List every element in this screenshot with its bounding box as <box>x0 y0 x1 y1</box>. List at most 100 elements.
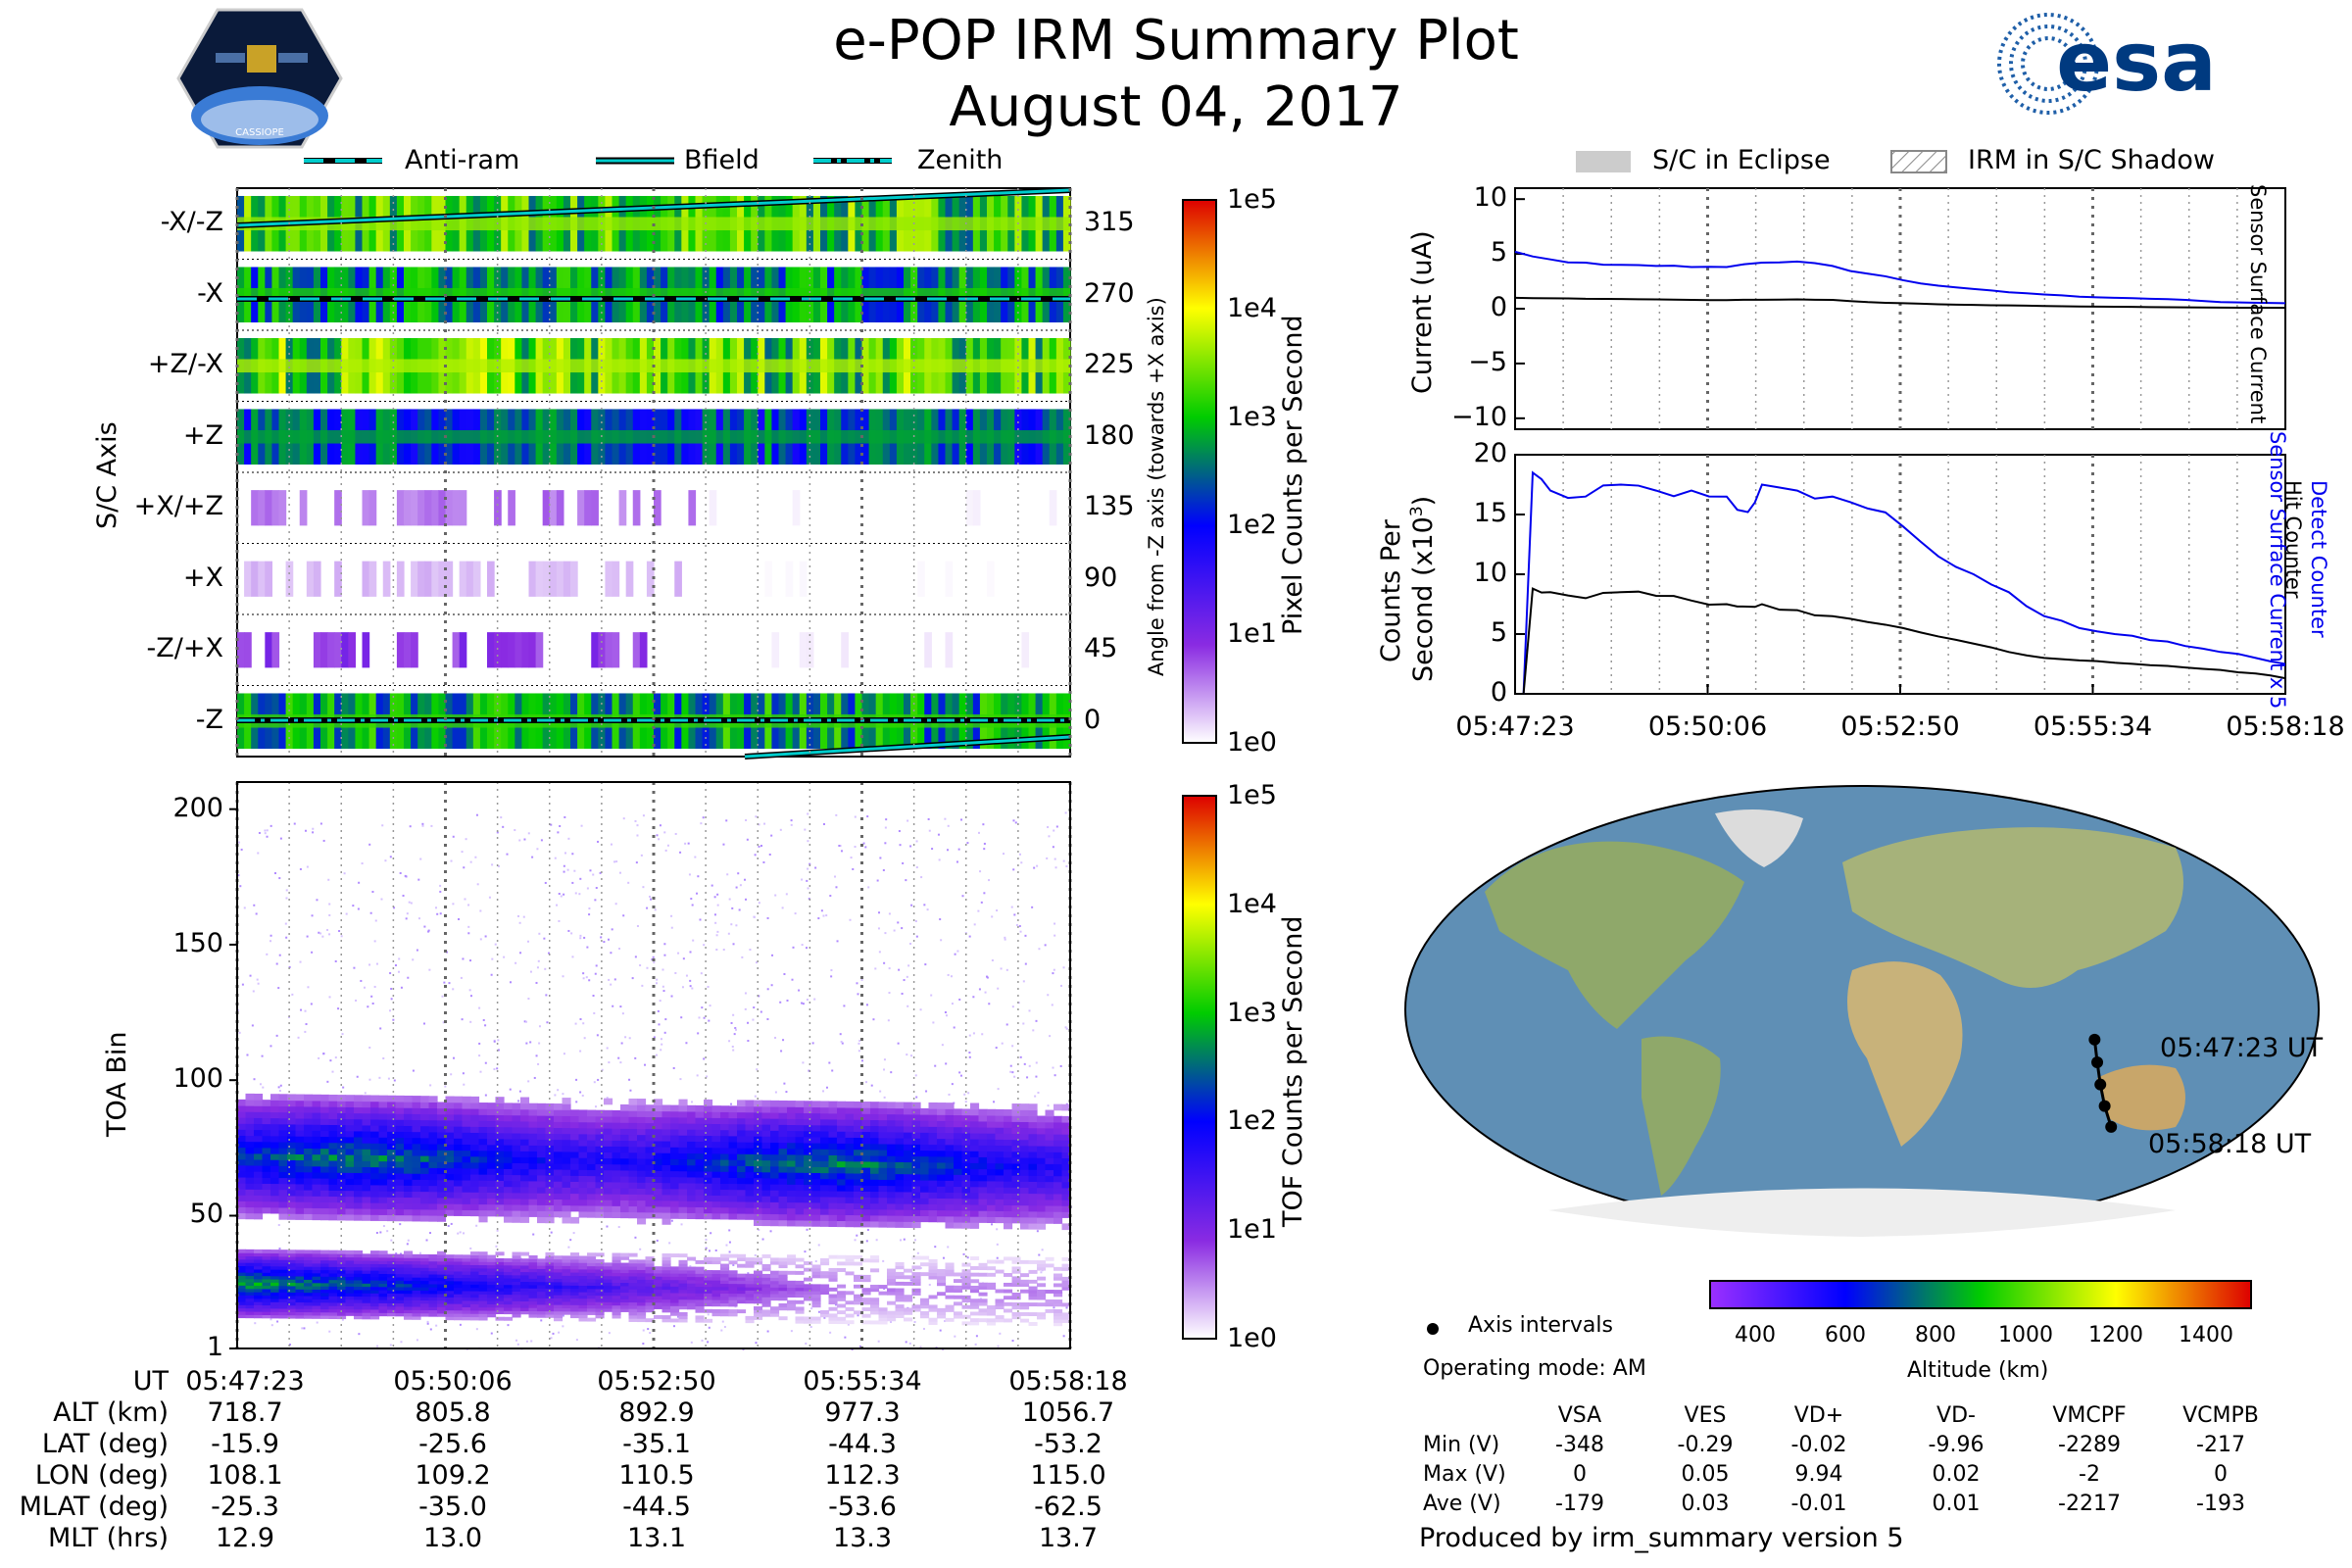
tof-speckle-353 <box>390 1239 393 1242</box>
tof-cell-0-24-14 <box>437 1131 447 1139</box>
tof-cell-1-19-8 <box>395 1290 405 1295</box>
tof-cell-0-46-11 <box>620 1152 630 1159</box>
tof-cell-0-95-1 <box>1028 1216 1038 1224</box>
tof-cell-1-15-5 <box>362 1298 371 1303</box>
tof-speckle-953 <box>642 814 645 817</box>
tof-cell-0-81-6 <box>911 1185 921 1193</box>
tof-speckle-785 <box>278 877 281 880</box>
tof-cell-1-38-7 <box>554 1295 564 1298</box>
tof-cell-0-28-15 <box>470 1126 480 1133</box>
tof-cell-1-4-2 <box>270 1307 280 1312</box>
tof-cell-0-25-11 <box>445 1150 455 1156</box>
tof-cell-1-5-20 <box>278 1250 288 1254</box>
tof-cell-0-24-1 <box>437 1209 447 1216</box>
tof-speckle-1381 <box>256 978 259 981</box>
tof-speckle-528 <box>647 1328 650 1331</box>
tof-speckle-548 <box>830 975 833 978</box>
tof-speckle-249 <box>691 1101 694 1103</box>
tof-cell-1-27-7 <box>462 1294 471 1298</box>
tof-cell-0-43-17 <box>595 1115 605 1123</box>
tof-cell-1-9-11 <box>312 1279 321 1284</box>
tof-cell-1-14-19 <box>354 1253 364 1258</box>
pixel-cbar-tick-5: 1e0 <box>1227 727 1277 758</box>
tof-cell-1-39-7 <box>562 1295 571 1299</box>
pixel-cell-5-33 <box>466 561 474 597</box>
tof-cell-0-87-17 <box>961 1120 971 1128</box>
tof-speckle-1301 <box>562 1325 564 1328</box>
tof-cell-1-24-20 <box>437 1250 447 1255</box>
tof-cell-1-10-3 <box>320 1305 330 1309</box>
tof-speckle-436 <box>1064 1026 1067 1029</box>
tof-speckle-551 <box>495 1245 498 1248</box>
tof-speckle-68 <box>1031 906 1034 908</box>
esa-logo-text: esa <box>2056 14 2217 110</box>
tof-cell-0-51-6 <box>662 1182 671 1190</box>
tof-cell-0-88-10 <box>970 1162 980 1170</box>
tof-cell-0-96-2 <box>1037 1210 1047 1218</box>
tof-cell-0-90-1 <box>987 1216 997 1224</box>
tof-speckle-678 <box>402 894 405 897</box>
pixel-cell-6-42 <box>528 632 537 668</box>
tof-cell-1-37-10 <box>545 1285 555 1289</box>
tof-cell-1-9-4 <box>312 1301 321 1306</box>
tof-cell-0-48-1 <box>637 1211 647 1219</box>
tof-speckle-1104 <box>371 890 374 893</box>
tof-speckle-649 <box>297 1036 300 1039</box>
tof-cell-0-78-10 <box>887 1161 897 1168</box>
tof-cell-0-17-18 <box>378 1106 388 1114</box>
tof-cell-1-23-13 <box>428 1273 438 1278</box>
tof-cell-0-75-5 <box>861 1191 871 1199</box>
tof-speckle-923 <box>562 1093 564 1096</box>
pixel-cell-6-99 <box>924 632 932 668</box>
tof-speckle-606 <box>922 1327 925 1330</box>
tof-cell-0-34-7 <box>520 1174 530 1182</box>
tof-cell-0-94-10 <box>1020 1163 1030 1170</box>
tof-cell-0-58-2 <box>720 1206 730 1214</box>
tof-speckle-859 <box>258 831 261 834</box>
tof-cell-0-37-0 <box>545 1216 555 1224</box>
tof-speckle-834 <box>923 904 926 906</box>
tof-cell-0-83-17 <box>928 1120 938 1127</box>
tof-cell-0-3-9 <box>262 1159 271 1166</box>
tof-cell-0-93-6 <box>1011 1187 1021 1194</box>
tof-cell-0-68-18 <box>804 1112 813 1120</box>
tof-cell-1-7-10 <box>295 1282 305 1287</box>
tof-cell-0-76-1 <box>870 1214 880 1222</box>
tof-cell-0-77-10 <box>878 1161 888 1168</box>
tof-speckle-1136 <box>663 943 666 946</box>
tof-cell-0-38-2 <box>554 1204 564 1212</box>
tof-cell-1-9-18 <box>312 1256 321 1261</box>
tof-speckle-994 <box>334 1056 337 1059</box>
tof-speckle-220 <box>877 927 880 930</box>
tof-cell-1-5-17 <box>278 1259 288 1264</box>
tof-cell-0-89-13 <box>978 1145 988 1152</box>
tof-cell-1-8-16 <box>304 1262 314 1267</box>
tof-cell-0-44-12 <box>604 1146 613 1152</box>
tof-cell-1-10-10 <box>320 1282 330 1287</box>
tof-cell-0-68-12 <box>804 1148 813 1155</box>
tof-cell-0-52-12 <box>670 1147 680 1153</box>
tof-cell-0-69-13 <box>811 1142 821 1150</box>
tof-speckle-22 <box>458 918 461 921</box>
tof-cell-0-95-14 <box>1028 1139 1038 1147</box>
tof-cell-1-31-18 <box>495 1257 505 1262</box>
tof-cell-1-17-12 <box>378 1276 388 1281</box>
tof-cell-0-28-10 <box>470 1155 480 1163</box>
tof-cell-0-64-19 <box>770 1105 780 1113</box>
tof-cell-1-15-17 <box>362 1259 371 1264</box>
tof-cell-0-35-6 <box>528 1180 538 1188</box>
tof-speckle-269 <box>299 960 302 963</box>
tof-cell-0-95-19 <box>1028 1109 1038 1117</box>
tof-cell-0-66-2 <box>787 1207 797 1215</box>
tof-cell-0-80-17 <box>904 1119 913 1127</box>
tof-cell-0-90-3 <box>987 1204 997 1211</box>
tof-cell-0-15-13 <box>362 1137 371 1144</box>
tof-cell-0-26-17 <box>454 1113 464 1121</box>
tof-cell-1-22-15 <box>420 1267 430 1272</box>
tof-cell-0-72-16 <box>837 1125 847 1132</box>
tof-cell-1-1-12 <box>245 1275 255 1280</box>
tof-cell-1-35-19 <box>528 1255 538 1259</box>
tof-cell-0-36-13 <box>537 1139 547 1147</box>
tof-speckle-497 <box>708 1326 710 1329</box>
tof-cell-0-12-3 <box>337 1196 347 1203</box>
